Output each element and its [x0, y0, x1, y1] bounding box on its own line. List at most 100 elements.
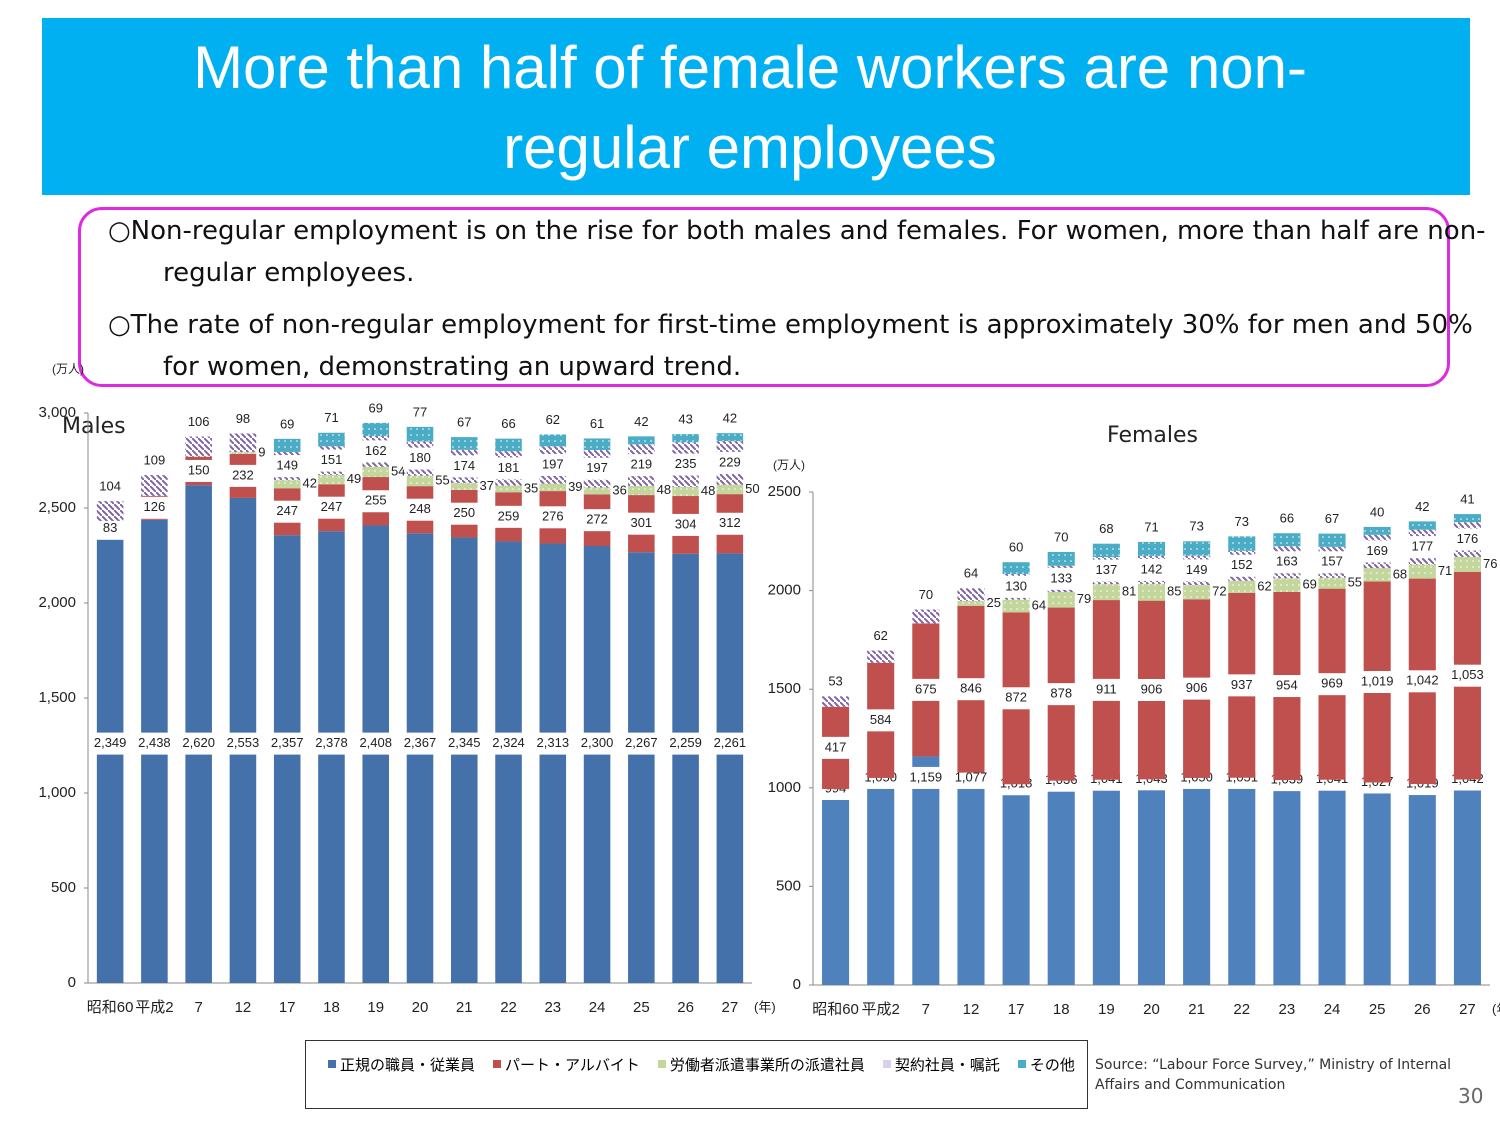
value-label: 50	[745, 481, 759, 496]
value-label: 2,349	[94, 735, 127, 750]
legend-label: 労働者派遣事業所の派遣社員	[669, 1056, 865, 1074]
bar-segment	[406, 533, 434, 983]
value-label: 149	[1186, 562, 1208, 577]
header-bar	[42, 18, 1470, 195]
label-bg	[668, 513, 703, 536]
bar-segment	[672, 486, 699, 497]
value-label: 675	[915, 681, 937, 696]
x-tick-label: 7	[922, 1001, 930, 1018]
label-bg	[535, 506, 570, 529]
value-label: 48	[701, 483, 715, 498]
bar-segment	[1092, 779, 1120, 985]
chart-title: Males	[62, 414, 126, 439]
label-bg	[580, 732, 615, 755]
value-label: 197	[542, 456, 564, 471]
value-label: 76	[1483, 556, 1497, 571]
y-tick-label: 2500	[768, 483, 801, 500]
label-bg	[491, 732, 526, 755]
value-label: 106	[188, 414, 210, 429]
bar-segment	[1047, 780, 1075, 985]
value-label: 2,313	[537, 735, 570, 750]
bar-segment	[912, 609, 940, 624]
value-label: 70	[919, 587, 933, 602]
value-label: 66	[501, 416, 515, 431]
x-tick-label: 26	[677, 999, 694, 1016]
label-bg	[491, 457, 526, 480]
value-label: 1,077	[955, 769, 988, 784]
label-bg	[953, 678, 988, 701]
bar-segment	[318, 474, 345, 485]
value-label: 301	[630, 515, 652, 530]
value-label: 79	[1077, 591, 1091, 606]
source-note: Source: “Labour Force Survey,” Ministry …	[1095, 1057, 1452, 1093]
label-bg	[1360, 540, 1395, 563]
label-bg	[181, 732, 216, 755]
value-label: 2,267	[625, 735, 658, 750]
value-label: 68	[1393, 566, 1407, 581]
bar-segment	[96, 501, 124, 521]
label-bg	[1044, 567, 1079, 590]
bar-segment	[1318, 779, 1346, 985]
bar-segment	[141, 475, 168, 496]
value-label: 846	[960, 681, 982, 696]
value-label: 55	[435, 472, 449, 487]
value-label: 37	[480, 478, 494, 493]
label-bg	[93, 517, 128, 540]
bar-segment	[1363, 526, 1391, 535]
value-label: 232	[232, 467, 254, 482]
value-label: 66	[1280, 511, 1294, 526]
bar-segment	[539, 543, 567, 983]
x-tick-label: 17	[1008, 1001, 1025, 1018]
value-label: 137	[1096, 562, 1118, 577]
legend-item: パート・アルバイト	[493, 1055, 640, 1108]
value-label: 2,367	[404, 735, 437, 750]
value-label: 177	[1411, 539, 1433, 554]
bar-segment	[1137, 583, 1166, 601]
bar-segment	[912, 756, 940, 985]
value-label: 126	[144, 499, 166, 514]
bullet: ○Non-regular employment is on the rise f…	[108, 216, 1486, 288]
x-tick-label: 27	[1459, 1001, 1476, 1018]
label-bg	[403, 732, 437, 755]
value-label: 64	[1032, 597, 1046, 612]
value-label: 250	[453, 505, 475, 520]
bar-segment	[1408, 521, 1436, 530]
label-bg	[314, 496, 349, 519]
value-label: 25	[987, 595, 1001, 610]
value-label: 162	[365, 443, 387, 458]
bar-segment	[957, 772, 985, 985]
bar-segment	[539, 483, 567, 492]
value-label: 9	[258, 444, 265, 459]
bar-segment	[450, 537, 478, 983]
bar-segment	[229, 452, 257, 454]
bar-segment	[822, 696, 850, 707]
label-bg	[580, 457, 615, 480]
label-bg	[580, 509, 615, 532]
value-label: 39	[568, 479, 582, 494]
label-bg	[908, 766, 943, 789]
value-label: 276	[542, 509, 564, 524]
x-unit: (年)	[754, 999, 776, 1014]
label-bg	[535, 732, 570, 755]
bar-segment	[362, 422, 390, 436]
label-bg	[1134, 678, 1169, 701]
x-tick-label: 20	[1143, 1001, 1160, 1018]
label-bg	[181, 459, 216, 482]
legend-swatch	[657, 1060, 666, 1068]
label-bg	[908, 678, 943, 701]
value-label: 2,378	[315, 735, 348, 750]
label-bg	[1315, 551, 1350, 574]
value-label: 64	[964, 566, 978, 581]
value-label: 62	[1257, 578, 1271, 593]
bar-segment	[273, 480, 301, 489]
label-bg	[1269, 551, 1304, 574]
x-tick-label: 22	[1233, 1001, 1250, 1018]
bar-segment	[628, 436, 655, 445]
label-bg	[447, 455, 482, 478]
bar-segment	[1092, 584, 1120, 601]
bar-segment	[716, 553, 744, 983]
bar-segment	[1228, 777, 1256, 985]
legend-item: 労働者派遣事業所の派遣社員	[657, 1055, 865, 1108]
